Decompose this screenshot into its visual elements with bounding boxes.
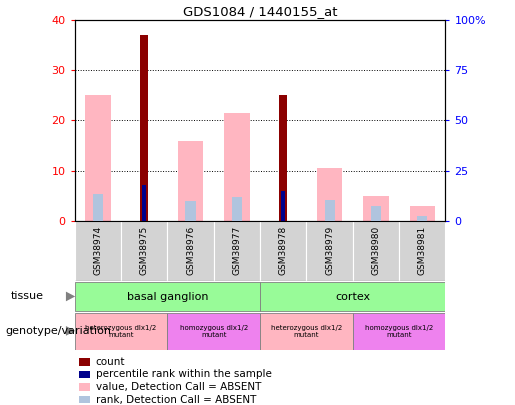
Bar <box>79 396 90 403</box>
Text: homozygous dlx1/2
mutant: homozygous dlx1/2 mutant <box>180 324 248 338</box>
Text: rank, Detection Call = ABSENT: rank, Detection Call = ABSENT <box>96 395 256 405</box>
Text: heterozygous dlx1/2
mutant: heterozygous dlx1/2 mutant <box>271 324 342 338</box>
Polygon shape <box>66 326 75 336</box>
Bar <box>281 191 285 221</box>
FancyBboxPatch shape <box>260 282 445 311</box>
Text: heterozygous dlx1/2
mutant: heterozygous dlx1/2 mutant <box>85 324 157 338</box>
Bar <box>232 197 242 221</box>
FancyBboxPatch shape <box>167 313 260 350</box>
FancyBboxPatch shape <box>121 221 167 281</box>
Bar <box>224 113 250 221</box>
Bar <box>185 201 196 221</box>
Polygon shape <box>66 292 75 301</box>
FancyBboxPatch shape <box>75 282 260 311</box>
Text: genotype/variation: genotype/variation <box>5 326 111 336</box>
Text: homozygous dlx1/2
mutant: homozygous dlx1/2 mutant <box>365 324 433 338</box>
Text: value, Detection Call = ABSENT: value, Detection Call = ABSENT <box>96 382 261 392</box>
Bar <box>142 185 146 221</box>
Bar <box>324 200 335 221</box>
Text: count: count <box>96 357 125 367</box>
FancyBboxPatch shape <box>260 313 353 350</box>
Text: GSM38974: GSM38974 <box>93 226 102 275</box>
FancyBboxPatch shape <box>75 221 121 281</box>
Bar <box>178 141 203 221</box>
Text: GSM38978: GSM38978 <box>279 226 288 275</box>
FancyBboxPatch shape <box>399 221 445 281</box>
Text: GSM38977: GSM38977 <box>232 226 242 275</box>
Bar <box>418 216 426 221</box>
Bar <box>93 194 103 221</box>
FancyBboxPatch shape <box>75 313 167 350</box>
Bar <box>371 206 381 221</box>
Text: GSM38979: GSM38979 <box>325 226 334 275</box>
Bar <box>417 216 427 221</box>
Bar <box>363 196 389 221</box>
Text: GSM38980: GSM38980 <box>371 226 381 275</box>
Text: GSM38976: GSM38976 <box>186 226 195 275</box>
FancyBboxPatch shape <box>167 221 214 281</box>
Text: cortex: cortex <box>335 292 370 302</box>
Text: percentile rank within the sample: percentile rank within the sample <box>96 369 271 379</box>
Bar <box>279 96 287 221</box>
Bar <box>317 168 342 221</box>
FancyBboxPatch shape <box>353 221 399 281</box>
Bar <box>409 206 435 221</box>
Title: GDS1084 / 1440155_at: GDS1084 / 1440155_at <box>183 5 337 18</box>
Bar <box>79 371 90 378</box>
FancyBboxPatch shape <box>353 313 445 350</box>
FancyBboxPatch shape <box>260 221 306 281</box>
Bar <box>79 384 90 391</box>
Text: tissue: tissue <box>10 292 43 301</box>
Bar <box>140 35 148 221</box>
FancyBboxPatch shape <box>214 221 260 281</box>
Text: GSM38981: GSM38981 <box>418 226 427 275</box>
Bar <box>85 96 111 221</box>
FancyBboxPatch shape <box>306 221 353 281</box>
Text: GSM38975: GSM38975 <box>140 226 149 275</box>
Bar <box>79 358 90 365</box>
Text: basal ganglion: basal ganglion <box>127 292 208 302</box>
